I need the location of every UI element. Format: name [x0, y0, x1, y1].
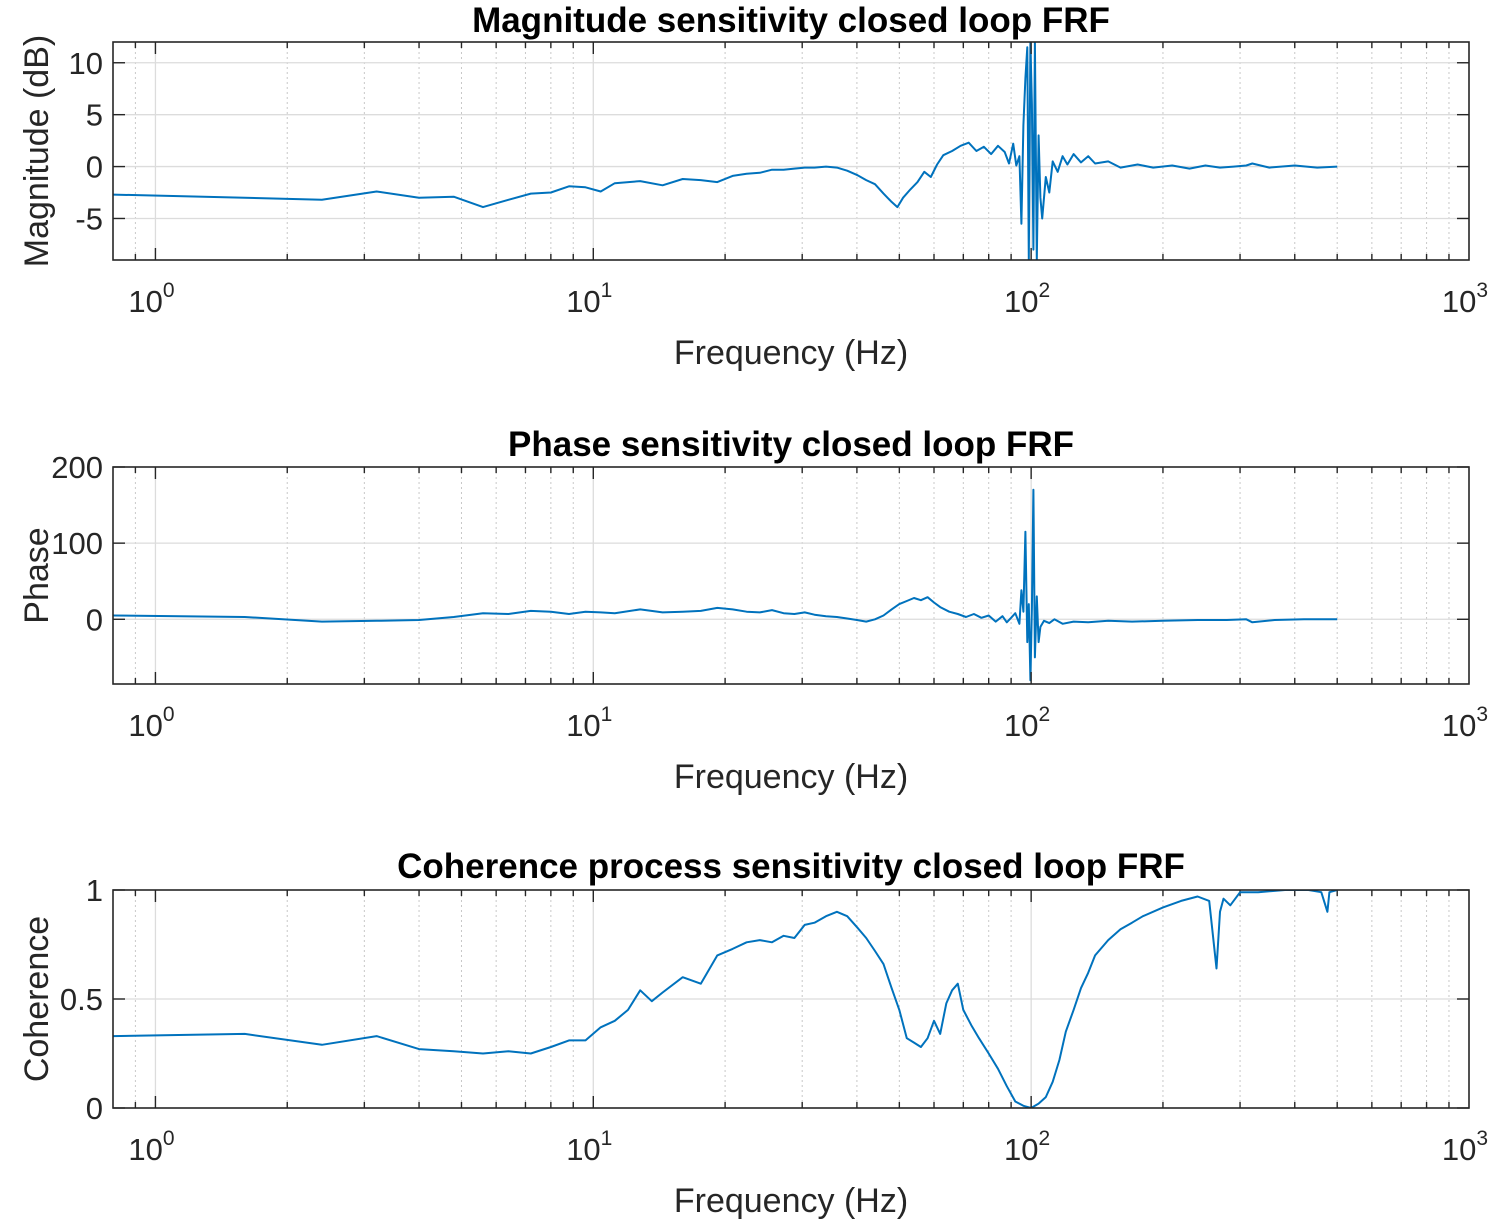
magnitude-x-tick-label: 100 [128, 279, 174, 319]
magnitude-y-tick-label: 0 [86, 150, 103, 185]
phase-x-axis-label: Frequency (Hz) [674, 758, 908, 796]
phase-x-tick-label: 103 [1442, 703, 1488, 743]
coherence-series-line [113, 890, 1338, 1108]
phase-y-tick-label: 0 [86, 602, 103, 637]
coherence-panel: 100 101 102 103 0 0.5 1 Coherence process sensi… [18, 847, 1488, 1220]
phase-panel: 100 101 102 103 0 100 200 Phase sensitivity clo… [18, 425, 1488, 796]
magnitude-series-line [113, 42, 1338, 260]
coherence-x-tick-label: 100 [128, 1127, 174, 1167]
phase-series-line [113, 488, 1338, 682]
magnitude-y-tick-label: -5 [75, 201, 103, 236]
coherence-grid [113, 890, 1469, 1108]
phase-y-axis-label: Phase [18, 527, 56, 623]
coherence-y-tick-label: 1 [86, 873, 103, 908]
phase-y-tick-label: 100 [51, 526, 103, 561]
coherence-x-tick-label: 102 [1004, 1127, 1050, 1167]
coherence-x-tick-label: 103 [1442, 1127, 1488, 1167]
magnitude-x-tick-label: 103 [1442, 279, 1488, 319]
coherence-y-axis-label: Coherence [18, 916, 56, 1082]
magnitude-x-axis-label: Frequency (Hz) [674, 334, 908, 372]
magnitude-panel: 100 101 102 103 -5 0 5 10 Magnitude sensitivity … [18, 1, 1488, 372]
phase-y-tick-label: 200 [51, 450, 103, 485]
coherence-chart-title: Coherence process sensitivity closed loo… [397, 847, 1185, 886]
phase-x-tick-label: 102 [1004, 703, 1050, 743]
magnitude-y-tick-label: 5 [86, 98, 103, 133]
phase-x-tick-label: 101 [566, 703, 612, 743]
magnitude-grid [113, 42, 1469, 260]
magnitude-chart-title: Magnitude sensitivity closed loop FRF [472, 1, 1110, 40]
coherence-x-axis-label: Frequency (Hz) [674, 1182, 908, 1220]
magnitude-x-tick-label: 102 [1004, 279, 1050, 319]
magnitude-axes-frame [112, 41, 1470, 261]
magnitude-x-tick-label: 101 [566, 279, 612, 319]
phase-chart-title: Phase sensitivity closed loop FRF [508, 425, 1074, 464]
coherence-y-tick-label: 0.5 [60, 982, 103, 1017]
phase-x-tick-label: 100 [128, 703, 174, 743]
phase-axes-frame [112, 466, 1470, 685]
magnitude-y-tick-label: 10 [69, 46, 103, 81]
coherence-y-tick-label: 0 [86, 1091, 103, 1126]
magnitude-y-axis-label: Magnitude (dB) [18, 35, 56, 267]
phase-grid [113, 467, 1469, 684]
coherence-x-tick-label: 101 [566, 1127, 612, 1167]
